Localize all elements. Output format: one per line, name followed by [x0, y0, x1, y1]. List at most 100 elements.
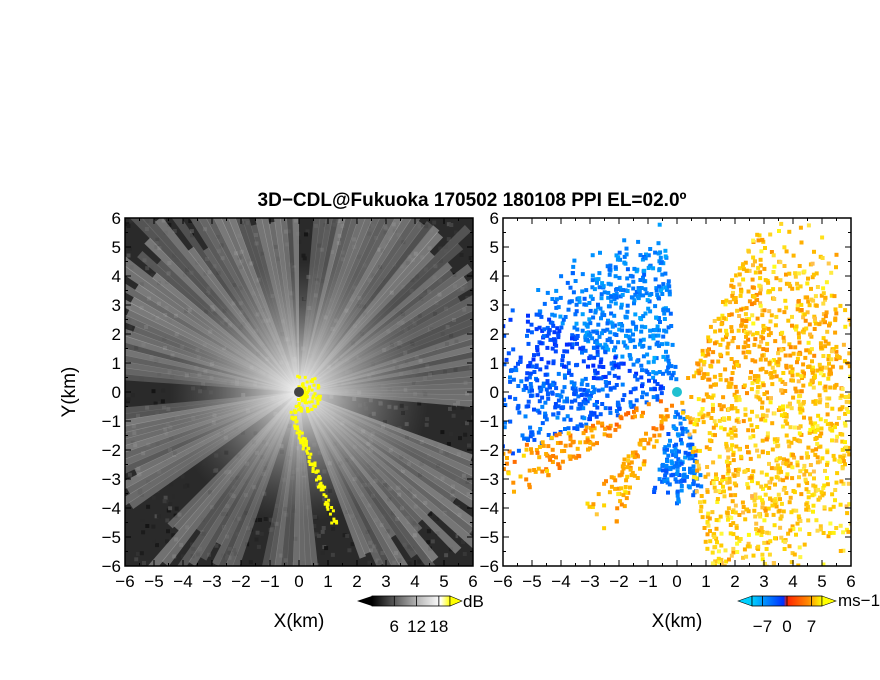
velocity-cell: [578, 422, 583, 427]
velocity-cell: [535, 348, 540, 352]
velocity-cell: [804, 348, 809, 353]
velocity-cell: [777, 308, 782, 313]
velocity-cell: [729, 381, 734, 386]
velocity-cell: [611, 475, 616, 480]
velocity-cell: [556, 333, 561, 338]
velocity-cell: [773, 536, 777, 541]
velocity-cell: [702, 499, 707, 504]
velocity-cell: [744, 268, 749, 273]
velocity-cell: [526, 341, 531, 346]
velocity-cell: [543, 414, 547, 419]
velocity-cell: [710, 510, 715, 515]
velocity-cell: [590, 278, 595, 283]
velocity-cell: [504, 461, 509, 466]
noise-cell: [165, 499, 170, 504]
clutter-cell: [303, 386, 307, 390]
velocity-cell: [675, 464, 680, 469]
clutter-cell: [307, 460, 311, 463]
velocity-cell: [806, 340, 811, 345]
velocity-cell: [865, 375, 869, 379]
velocity-cell: [550, 460, 555, 464]
velocity-cell: [547, 454, 552, 459]
x-tick-label: −4: [173, 572, 192, 591]
x-tick-label: −3: [202, 572, 221, 591]
velocity-cell: [688, 416, 693, 421]
velocity-cell: [674, 410, 679, 415]
velocity-cell: [528, 425, 533, 430]
noise-cell: [140, 518, 145, 523]
clutter-cell: [310, 388, 314, 392]
velocity-cell: [818, 366, 823, 371]
velocity-cell: [609, 484, 614, 489]
velocity-cell: [572, 388, 577, 393]
velocity-cell: [620, 328, 625, 333]
noise-cell: [462, 552, 467, 556]
velocity-cell: [600, 345, 605, 350]
velocity-cell: [847, 393, 851, 398]
velocity-cell: [768, 319, 773, 324]
velocity-cell: [511, 377, 516, 382]
velocity-cell: [612, 373, 617, 378]
velocity-cell: [782, 457, 786, 462]
velocity-cell: [632, 473, 637, 478]
clutter-cell: [301, 443, 305, 447]
velocity-cell: [811, 365, 815, 370]
velocity-cell: [773, 502, 777, 507]
velocity-cell: [707, 516, 712, 521]
velocity-cell: [870, 406, 874, 410]
clutter-cell: [303, 391, 307, 395]
velocity-cell: [652, 487, 657, 492]
velocity-cell: [574, 363, 578, 368]
velocity-cell: [826, 354, 831, 358]
x-tick-label: 4: [410, 572, 419, 591]
velocity-cell: [782, 339, 787, 344]
noise-cell: [320, 529, 325, 534]
velocity-cell: [825, 329, 830, 334]
velocity-cell: [526, 328, 531, 333]
velocity-cell: [671, 465, 676, 470]
velocity-cell: [717, 454, 722, 459]
velocity-cell: [641, 293, 646, 298]
velocity-cell: [753, 492, 758, 497]
velocity-cell: [733, 503, 738, 508]
velocity-cell: [622, 254, 627, 259]
velocity-cell: [844, 504, 849, 509]
velocity-cell: [862, 425, 866, 429]
velocity-cell: [724, 444, 729, 449]
velocity-cell: [779, 413, 784, 418]
velocity-cell: [633, 292, 638, 297]
velocity-cell: [575, 334, 580, 338]
noise-cell: [254, 537, 259, 542]
velocity-cell: [770, 568, 774, 572]
velocity-cell: [674, 377, 679, 382]
velocity-cell: [818, 434, 823, 439]
y-tick-label: −2: [480, 441, 499, 460]
velocity-cell: [834, 357, 839, 362]
velocity-cell: [695, 468, 700, 473]
velocity-cell: [670, 449, 674, 454]
velocity-cell: [714, 423, 718, 428]
velocity-cell: [762, 392, 767, 396]
velocity-cell: [654, 371, 659, 376]
velocity-cell: [662, 317, 667, 321]
velocity-cell: [834, 344, 839, 349]
velocity-cell: [779, 388, 784, 393]
velocity-cell: [729, 430, 734, 435]
velocity-cell: [706, 394, 711, 399]
velocity-cell: [861, 385, 865, 389]
velocity-cell: [705, 465, 710, 469]
x-tick-label: 5: [817, 572, 826, 591]
velocity-cell: [505, 456, 509, 460]
velocity-cell: [570, 386, 575, 391]
noise-cell: [324, 546, 329, 551]
velocity-cell: [758, 263, 763, 268]
velocity-cell: [719, 579, 723, 583]
velocity-cell: [566, 426, 571, 431]
velocity-cell: [657, 343, 661, 348]
velocity-cell: [748, 330, 752, 335]
clutter-cell: [323, 502, 327, 506]
velocity-cell: [570, 342, 575, 347]
velocity-cell: [503, 444, 505, 449]
velocity-cell: [582, 388, 587, 392]
velocity-cell: [834, 480, 839, 485]
